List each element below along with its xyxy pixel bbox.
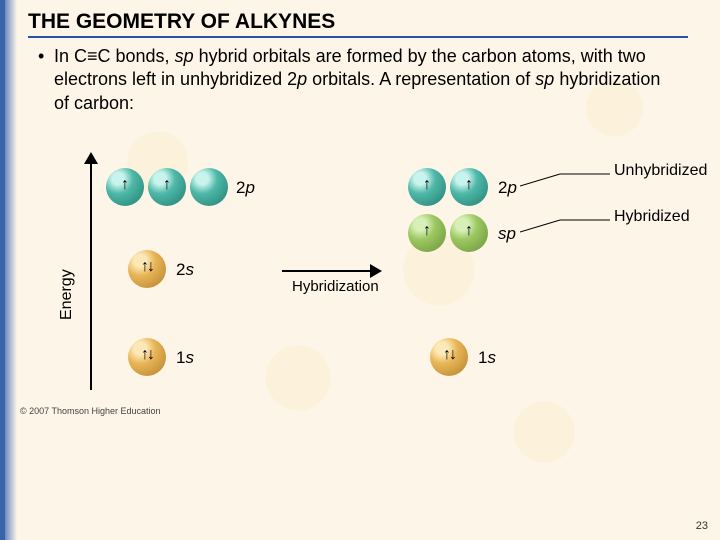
bullet-1: • In C≡C bonds, sp hybrid orbitals are f… xyxy=(40,45,680,115)
label-2p-left: 2p xyxy=(236,178,255,198)
label-sp: sp xyxy=(498,224,516,244)
lead-lines xyxy=(520,170,620,250)
label-2p-right: 2p xyxy=(498,178,517,198)
label-2s: 2s xyxy=(176,260,194,280)
bullet-dot: • xyxy=(38,45,44,68)
page-number: 23 xyxy=(696,520,708,532)
label-1s-left: 1s xyxy=(176,348,194,368)
hybridization-diagram: Energy © 2007 Thomson Higher Education ↑… xyxy=(20,150,710,430)
arrow-pair-icon: ↑↓ xyxy=(128,346,166,364)
hybridization-label: Hybridization xyxy=(292,278,379,295)
label-unhybridized: Unhybridized xyxy=(614,162,707,180)
arrow-pair-icon: ↑↓ xyxy=(128,258,166,276)
label-hybridized: Hybridized xyxy=(614,208,690,226)
energy-axis-arrowhead xyxy=(84,152,98,164)
hybridization-arrow xyxy=(282,270,372,272)
arrow-up-icon: ↑ xyxy=(408,222,446,240)
orbital-2p-3 xyxy=(190,168,228,206)
hybridization-arrowhead xyxy=(370,264,382,278)
energy-axis-label: Energy xyxy=(58,269,76,320)
left-gradient xyxy=(5,0,17,540)
energy-axis xyxy=(90,160,92,390)
copyright-text: © 2007 Thomson Higher Education xyxy=(20,406,161,416)
arrow-up-icon: ↑ xyxy=(408,176,446,194)
arrow-pair-icon: ↑↓ xyxy=(430,346,468,364)
arrow-up-icon: ↑ xyxy=(106,176,144,194)
title-underline xyxy=(28,36,688,38)
bullet-text: In C≡C bonds, sp hybrid orbitals are for… xyxy=(54,45,680,115)
arrow-up-icon: ↑ xyxy=(450,176,488,194)
arrow-up-icon: ↑ xyxy=(148,176,186,194)
label-1s-right: 1s xyxy=(478,348,496,368)
arrow-up-icon: ↑ xyxy=(450,222,488,240)
slide-title: THE GEOMETRY OF ALKYNES xyxy=(28,10,335,34)
